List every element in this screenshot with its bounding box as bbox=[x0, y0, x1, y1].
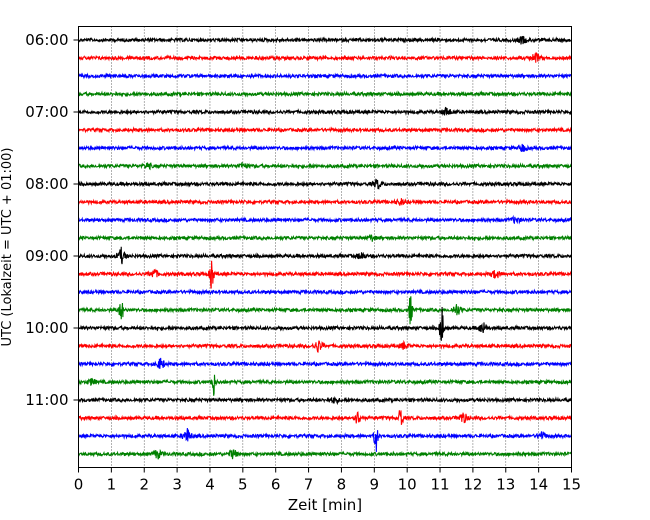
x-axis-label: Zeit [min] bbox=[288, 496, 362, 514]
y-tick-label: 11:00 bbox=[25, 391, 68, 409]
trace-1130 bbox=[78, 427, 573, 452]
y-tick-label: 08:00 bbox=[25, 175, 68, 193]
trace-0915 bbox=[77, 260, 572, 289]
trace-0930 bbox=[77, 288, 573, 296]
trace-0830 bbox=[78, 214, 572, 225]
x-tick-label: 13 bbox=[496, 476, 515, 494]
trace-0815 bbox=[77, 198, 572, 206]
x-tick-label: 1 bbox=[107, 476, 117, 494]
plot-frame bbox=[78, 26, 572, 468]
x-tick-label: 0 bbox=[74, 476, 84, 494]
x-axis-ticks: 0 1 2 3 4 5 6 7 8 9 10 11 12 13 14 15 bbox=[74, 467, 581, 494]
trace-1115 bbox=[77, 410, 573, 425]
y-axis-label: UTC (Lokalzeit = UTC + 01:00) bbox=[0, 148, 15, 347]
trace-0615 bbox=[77, 51, 572, 63]
x-tick-label: 3 bbox=[172, 476, 182, 494]
x-tick-label: 2 bbox=[139, 476, 149, 494]
x-tick-label: 7 bbox=[304, 476, 314, 494]
x-tick-label: 5 bbox=[238, 476, 248, 494]
y-tick-label: 06:00 bbox=[25, 31, 68, 49]
y-tick-label: 07:00 bbox=[25, 103, 68, 121]
y-tick-label: 09:00 bbox=[25, 247, 68, 265]
trace-0900 bbox=[78, 246, 573, 265]
x-tick-label: 9 bbox=[370, 476, 380, 494]
trace-0630 bbox=[78, 72, 573, 80]
trace-0730 bbox=[78, 143, 572, 153]
x-tick-label: 4 bbox=[205, 476, 215, 494]
trace-1045 bbox=[78, 374, 573, 396]
x-tick-label: 14 bbox=[529, 476, 548, 494]
trace-0715 bbox=[77, 126, 572, 134]
y-axis-ticks: 06:00 07:00 08:00 09:00 10:00 11:00 bbox=[25, 31, 79, 409]
trace-1030 bbox=[78, 357, 572, 369]
trace-0745 bbox=[77, 162, 573, 171]
y-tick-label: 10:00 bbox=[25, 319, 68, 337]
trace-1100 bbox=[77, 395, 573, 406]
trace-1015 bbox=[78, 339, 573, 353]
x-tick-label: 10 bbox=[398, 476, 417, 494]
trace-1000 bbox=[77, 307, 572, 341]
trace-0645 bbox=[78, 90, 573, 98]
x-tick-label: 8 bbox=[337, 476, 347, 494]
x-tick-label: 6 bbox=[271, 476, 281, 494]
x-tick-label: 12 bbox=[463, 476, 482, 494]
trace-1145 bbox=[77, 448, 573, 460]
trace-0700 bbox=[78, 106, 573, 116]
x-tick-label: 15 bbox=[562, 476, 581, 494]
trace-0945 bbox=[78, 296, 572, 325]
trace-0600 bbox=[77, 35, 573, 45]
seismogram-traces bbox=[77, 35, 573, 460]
trace-0845 bbox=[77, 234, 573, 242]
trace-0800 bbox=[78, 178, 573, 191]
x-tick-label: 11 bbox=[430, 476, 449, 494]
